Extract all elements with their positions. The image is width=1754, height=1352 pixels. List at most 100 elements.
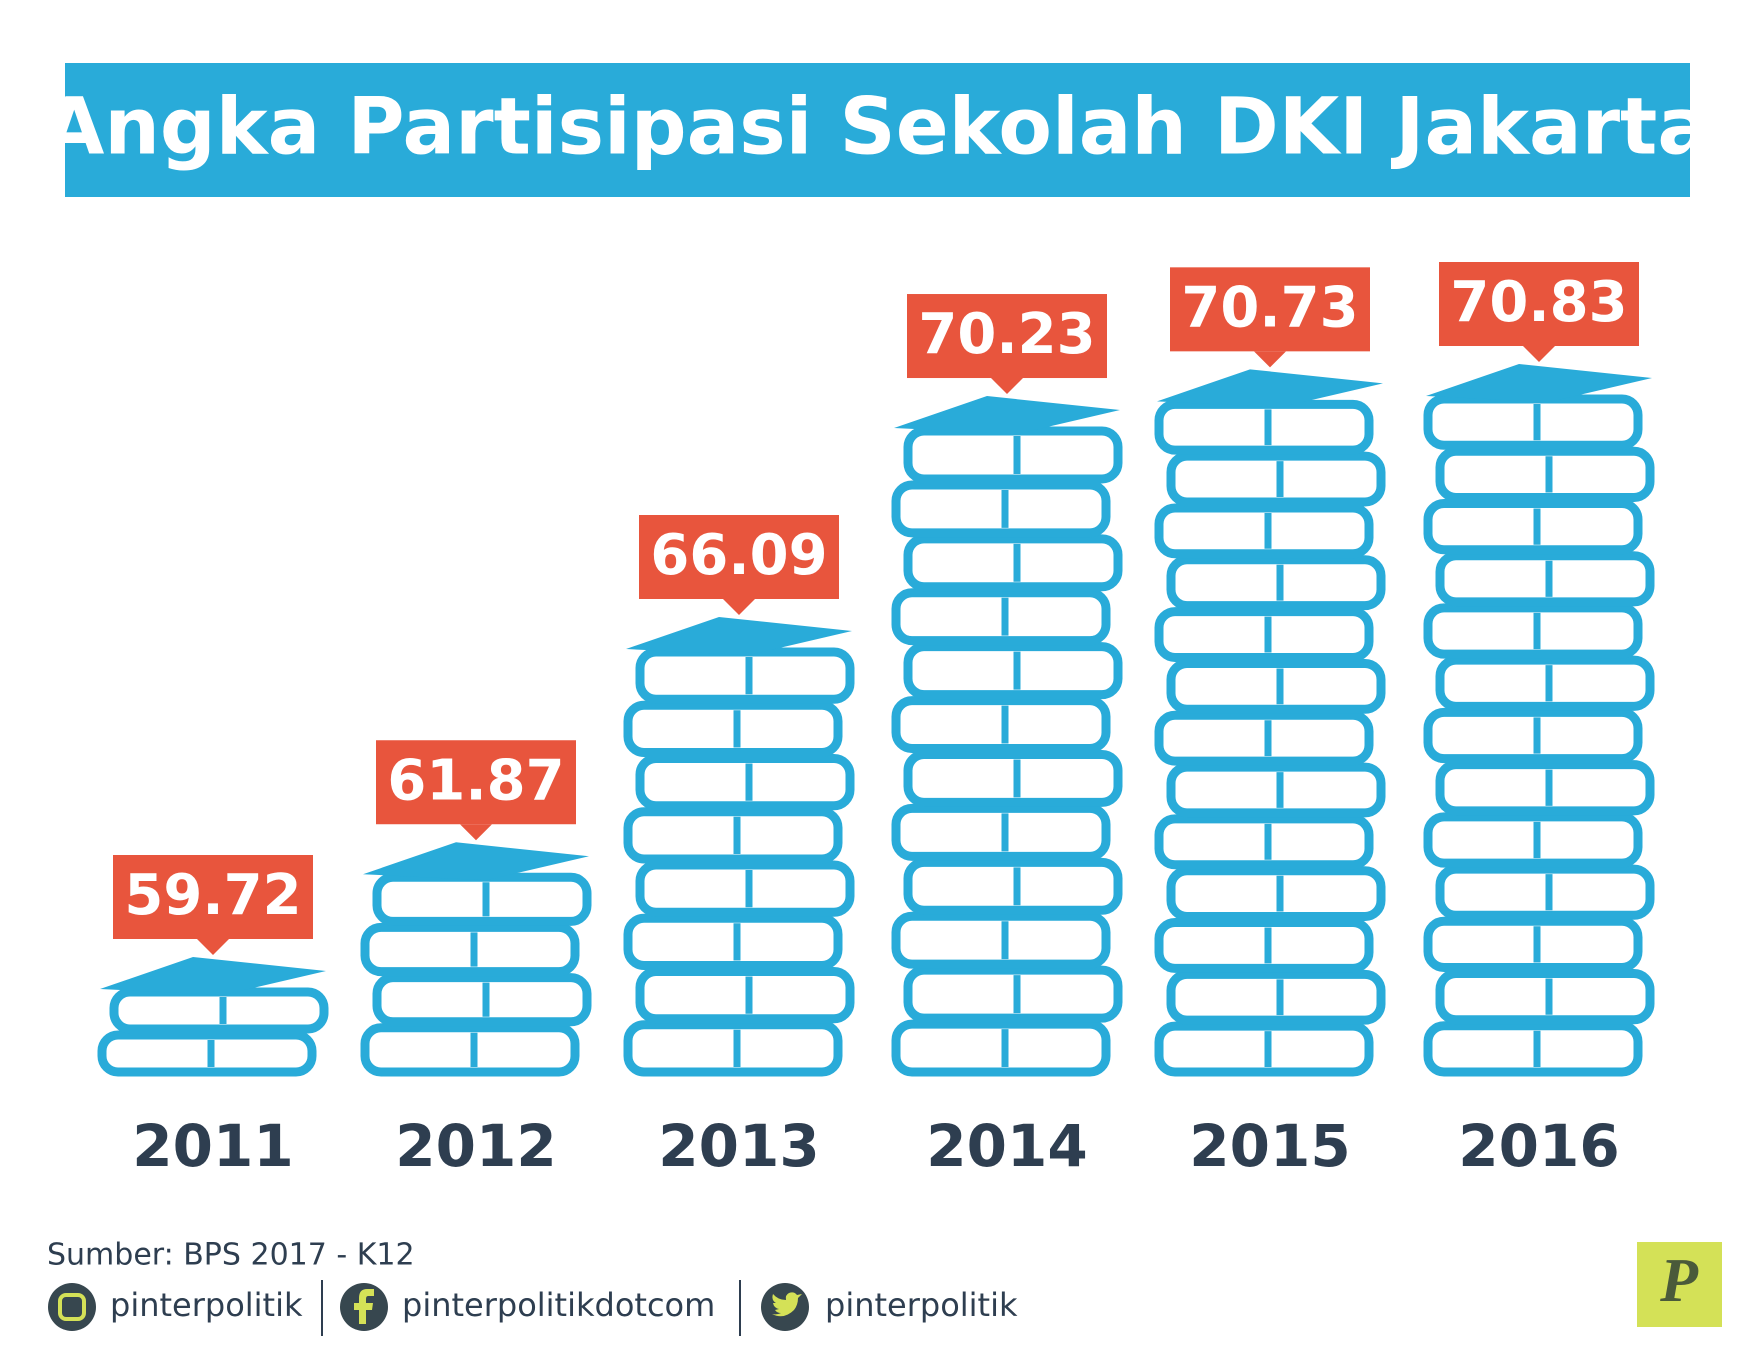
social-row: pinterpolitik pinterpolitikdotcom pinter…: [48, 1280, 1018, 1336]
book: [1154, 399, 1374, 455]
book-stack: [1154, 369, 1386, 1077]
book: [1166, 555, 1386, 611]
book: [903, 965, 1123, 1023]
value-label-box: [376, 740, 576, 825]
value-label: 61.87: [387, 748, 564, 813]
book: [97, 1030, 317, 1077]
book: [891, 1019, 1111, 1077]
book: [1435, 551, 1655, 607]
logo: P: [1659, 1247, 1699, 1315]
book: [635, 647, 855, 704]
book: [1435, 760, 1655, 816]
book: [623, 700, 843, 757]
x-tick-label: 2014: [926, 1112, 1087, 1180]
value-label: 59.72: [124, 863, 301, 928]
book: [1154, 814, 1374, 870]
book-cover: [100, 957, 326, 995]
book: [903, 426, 1123, 484]
book: [1154, 918, 1374, 973]
value-label-pointer: [1523, 346, 1555, 362]
book: [1423, 394, 1643, 450]
book: [903, 750, 1123, 807]
book: [623, 1020, 843, 1077]
value-label-box: [1439, 262, 1639, 346]
book: [372, 872, 592, 926]
book: [360, 1023, 580, 1077]
book-stack: [97, 957, 329, 1077]
book: [1435, 864, 1655, 920]
value-label-pointer: [723, 598, 755, 615]
book: [903, 857, 1123, 915]
book: [903, 534, 1123, 592]
book: [623, 807, 843, 864]
value-label-box: [639, 514, 839, 599]
title-bar: [65, 63, 1690, 197]
book-cover: [1426, 364, 1652, 402]
book: [1154, 503, 1374, 559]
book-stack: [891, 396, 1123, 1077]
social-handle[interactable]: pinterpolitik: [110, 1286, 303, 1324]
book: [1423, 812, 1643, 868]
book: [1166, 866, 1386, 922]
book-stack: [623, 616, 855, 1077]
book: [372, 973, 592, 1027]
book: [1435, 446, 1655, 502]
book: [1166, 762, 1386, 818]
social-handle[interactable]: pinterpolitikdotcom: [402, 1286, 715, 1324]
value-label-pointer: [991, 378, 1023, 395]
instagram-glyph: [58, 1293, 86, 1321]
value-label-box: [113, 855, 313, 939]
book: [891, 588, 1111, 646]
x-tick-label: 2016: [1458, 1112, 1619, 1180]
book: [891, 803, 1111, 861]
x-tick-label: 2011: [132, 1112, 293, 1180]
book: [1154, 1021, 1374, 1077]
book: [1423, 707, 1643, 764]
book-stack: [1423, 364, 1655, 1077]
book-cover: [1157, 369, 1383, 408]
book: [1166, 969, 1386, 1025]
book: [891, 480, 1111, 538]
value-label: 70.83: [1450, 270, 1627, 335]
chart-title: Angka Partisipasi Sekolah DKI Jakarta: [44, 82, 1710, 172]
book: [1423, 916, 1643, 973]
book: [1435, 969, 1655, 1025]
book: [903, 642, 1123, 700]
book: [635, 753, 855, 811]
book: [623, 913, 843, 970]
value-label: 66.09: [650, 523, 827, 588]
logo-box: [1637, 1242, 1722, 1327]
social-handle[interactable]: pinterpolitik: [825, 1286, 1018, 1324]
book: [1166, 658, 1386, 714]
book-stack: [360, 842, 592, 1077]
x-tick-label: 2015: [1189, 1112, 1350, 1180]
value-label-box: [907, 294, 1107, 379]
book: [635, 966, 855, 1024]
twitter-glyph: [772, 1292, 802, 1317]
book: [109, 987, 329, 1034]
book: [891, 696, 1111, 754]
value-label-pointer: [1254, 351, 1286, 368]
book: [891, 911, 1111, 969]
book: [1154, 607, 1374, 662]
book-cover: [626, 616, 852, 655]
value-label: 70.23: [918, 302, 1095, 367]
book: [1166, 451, 1386, 507]
book: [635, 860, 855, 917]
x-tick-label: 2013: [658, 1112, 819, 1180]
book: [1423, 603, 1643, 659]
source: Sumber: BPS 2017 - K12: [47, 1238, 415, 1273]
value-label-pointer: [460, 824, 492, 841]
book: [1423, 1021, 1643, 1077]
book: [1423, 498, 1643, 555]
book-cover: [363, 842, 589, 881]
book: [1435, 655, 1655, 711]
instagram-icon: [48, 1283, 96, 1331]
book-cover: [894, 396, 1120, 435]
book: [360, 922, 580, 977]
value-label-pointer: [197, 939, 229, 955]
value-label-box: [1170, 267, 1370, 352]
x-tick-label: 2012: [395, 1112, 556, 1180]
value-label: 70.73: [1181, 275, 1358, 340]
